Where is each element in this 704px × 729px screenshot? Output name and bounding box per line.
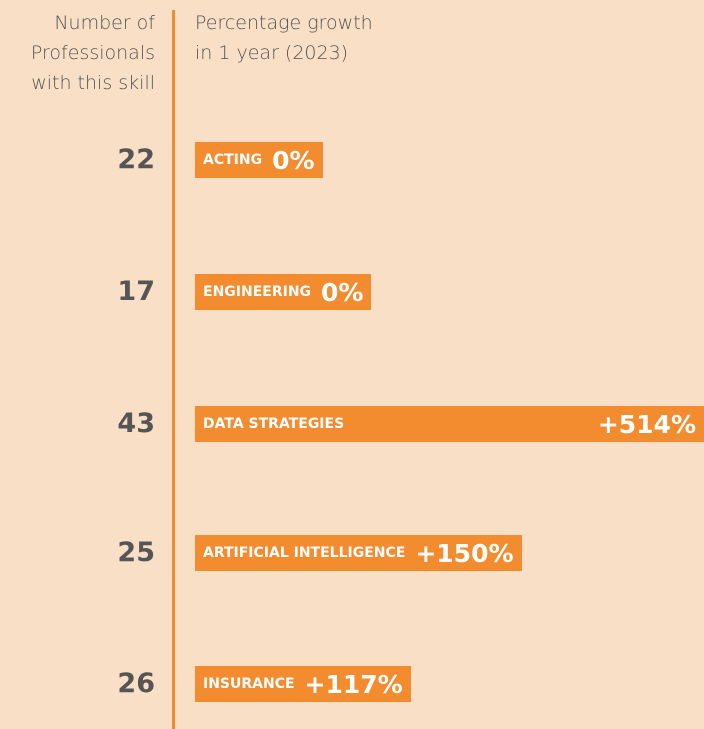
value-label: +117% (304, 669, 403, 699)
bar-label: INSURANCE (203, 676, 295, 692)
count-label: 26 (117, 668, 155, 699)
bar: DATA STRATEGIES +514% (195, 406, 704, 442)
count-label: 22 (117, 144, 155, 175)
count-label: 17 (117, 276, 155, 307)
divider (172, 10, 175, 729)
value-label: +514% (597, 409, 696, 439)
count-label: 43 (117, 408, 155, 439)
bar: ENGINEERING 0% (195, 274, 372, 310)
bar: INSURANCE +117% (195, 666, 411, 702)
bar-label: ACTING (203, 152, 263, 168)
count-label: 25 (117, 537, 155, 568)
bar-label: ARTIFICIAL INTELLIGENCE (203, 545, 406, 561)
bar-label: ENGINEERING (203, 284, 312, 300)
bar-label: DATA STRATEGIES (203, 416, 345, 432)
value-label: 0% (321, 277, 364, 307)
right-header: Percentage growth in 1 year (2023) (195, 12, 373, 64)
left-header: Number of Professionals with this skill (30, 12, 155, 94)
bar: ACTING 0% (195, 142, 323, 178)
value-label: 0% (272, 145, 315, 175)
bar: ARTIFICIAL INTELLIGENCE +150% (195, 535, 522, 571)
value-label: +150% (415, 538, 514, 568)
